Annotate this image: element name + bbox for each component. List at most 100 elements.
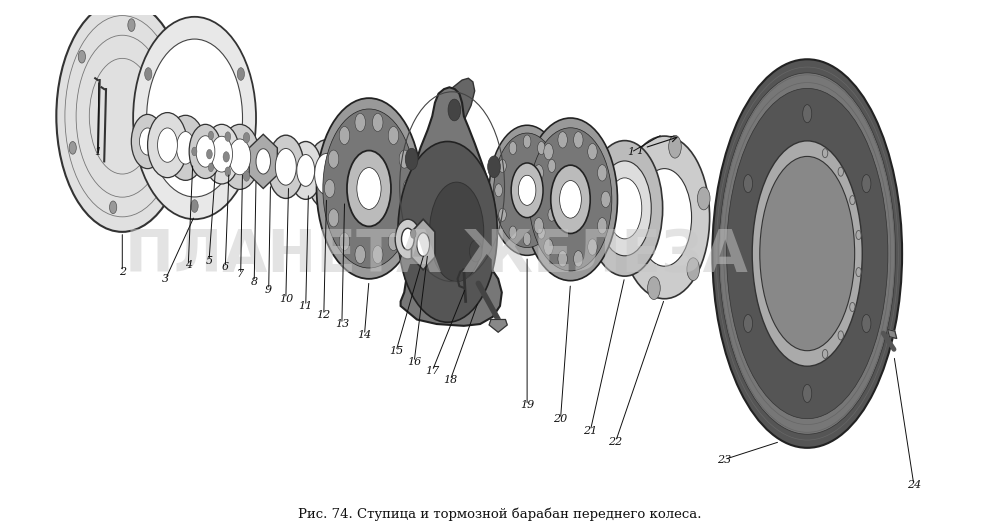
Ellipse shape xyxy=(196,136,215,167)
Ellipse shape xyxy=(411,229,416,238)
Ellipse shape xyxy=(208,163,214,172)
Ellipse shape xyxy=(538,142,545,155)
Ellipse shape xyxy=(399,209,410,227)
Text: 16: 16 xyxy=(407,357,421,367)
Text: 18: 18 xyxy=(443,375,457,385)
Polygon shape xyxy=(428,78,475,143)
Ellipse shape xyxy=(324,179,335,197)
Ellipse shape xyxy=(548,160,556,172)
Polygon shape xyxy=(411,219,435,270)
Ellipse shape xyxy=(669,135,681,158)
Ellipse shape xyxy=(417,233,430,256)
Polygon shape xyxy=(249,134,277,188)
Ellipse shape xyxy=(223,152,229,162)
Ellipse shape xyxy=(398,142,497,322)
Ellipse shape xyxy=(56,1,188,232)
Ellipse shape xyxy=(523,135,531,148)
Ellipse shape xyxy=(189,124,222,179)
Ellipse shape xyxy=(727,88,888,419)
Ellipse shape xyxy=(355,246,365,263)
Ellipse shape xyxy=(133,17,256,219)
Ellipse shape xyxy=(719,73,895,434)
Ellipse shape xyxy=(629,154,642,177)
Text: 20: 20 xyxy=(553,414,568,424)
Text: 21: 21 xyxy=(583,426,597,436)
Ellipse shape xyxy=(518,175,536,205)
Ellipse shape xyxy=(558,132,567,148)
Ellipse shape xyxy=(315,153,338,195)
Text: 2: 2 xyxy=(119,267,126,277)
Ellipse shape xyxy=(207,149,212,159)
Text: 3: 3 xyxy=(162,274,169,284)
Ellipse shape xyxy=(388,127,399,145)
Ellipse shape xyxy=(243,171,250,181)
Text: 6: 6 xyxy=(222,262,229,272)
Ellipse shape xyxy=(297,154,315,186)
Ellipse shape xyxy=(328,150,339,168)
Ellipse shape xyxy=(211,136,233,172)
Ellipse shape xyxy=(494,133,561,247)
Ellipse shape xyxy=(339,232,350,251)
Ellipse shape xyxy=(469,240,482,262)
Ellipse shape xyxy=(168,78,175,91)
Ellipse shape xyxy=(256,149,270,174)
Ellipse shape xyxy=(388,232,399,251)
Ellipse shape xyxy=(534,218,543,234)
Text: 14: 14 xyxy=(357,330,372,340)
Ellipse shape xyxy=(552,184,559,197)
Ellipse shape xyxy=(862,314,871,332)
Ellipse shape xyxy=(372,113,383,131)
Ellipse shape xyxy=(523,232,531,246)
Ellipse shape xyxy=(158,128,177,162)
Ellipse shape xyxy=(145,68,152,80)
Ellipse shape xyxy=(499,208,506,221)
Ellipse shape xyxy=(139,128,156,155)
Text: 1: 1 xyxy=(94,147,101,157)
Ellipse shape xyxy=(608,178,642,239)
Ellipse shape xyxy=(598,218,607,234)
Ellipse shape xyxy=(275,148,296,185)
Ellipse shape xyxy=(637,169,692,266)
Ellipse shape xyxy=(448,99,461,121)
Ellipse shape xyxy=(509,226,517,239)
Ellipse shape xyxy=(131,114,164,169)
Ellipse shape xyxy=(405,148,418,170)
Text: 11: 11 xyxy=(299,301,313,311)
Ellipse shape xyxy=(598,161,651,256)
Text: 15: 15 xyxy=(389,346,403,356)
Ellipse shape xyxy=(372,246,383,263)
Ellipse shape xyxy=(760,156,855,351)
Ellipse shape xyxy=(803,105,812,123)
Ellipse shape xyxy=(534,165,543,181)
Ellipse shape xyxy=(558,251,567,267)
Ellipse shape xyxy=(687,258,700,280)
Ellipse shape xyxy=(489,125,565,255)
Ellipse shape xyxy=(601,191,610,207)
Ellipse shape xyxy=(225,132,231,142)
Ellipse shape xyxy=(347,151,391,227)
Ellipse shape xyxy=(619,225,632,248)
Ellipse shape xyxy=(588,239,597,255)
Ellipse shape xyxy=(229,139,251,174)
Ellipse shape xyxy=(395,219,420,259)
Text: 12: 12 xyxy=(317,310,331,320)
Ellipse shape xyxy=(128,19,135,31)
Ellipse shape xyxy=(399,150,410,168)
Ellipse shape xyxy=(529,128,612,271)
Ellipse shape xyxy=(78,51,85,63)
Ellipse shape xyxy=(166,115,205,180)
Text: 8: 8 xyxy=(251,277,258,287)
Ellipse shape xyxy=(588,144,597,160)
Text: 24: 24 xyxy=(907,480,921,490)
Ellipse shape xyxy=(177,131,195,164)
Ellipse shape xyxy=(317,98,421,279)
Ellipse shape xyxy=(147,39,243,197)
Ellipse shape xyxy=(328,209,339,227)
Text: 7: 7 xyxy=(237,269,244,279)
Ellipse shape xyxy=(544,239,553,255)
Ellipse shape xyxy=(548,208,556,221)
Text: 19: 19 xyxy=(520,401,534,410)
Ellipse shape xyxy=(560,180,581,218)
Ellipse shape xyxy=(159,169,166,182)
Ellipse shape xyxy=(511,163,543,218)
